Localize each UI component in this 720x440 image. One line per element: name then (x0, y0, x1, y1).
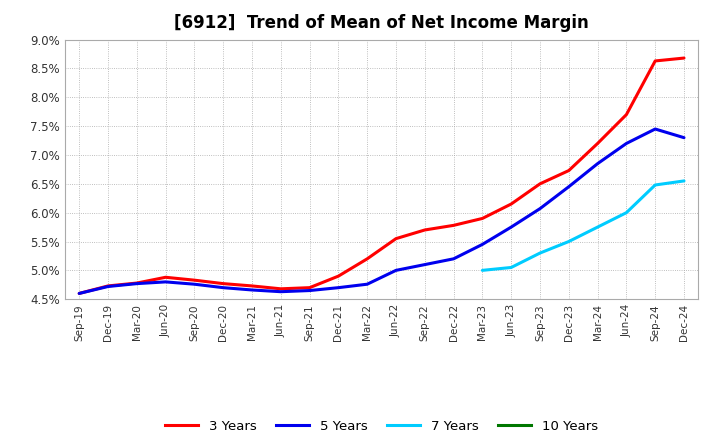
5 Years (363, 282, 372, 287)
5 Years (219, 285, 228, 290)
5 Years (305, 288, 314, 293)
7 Years (622, 210, 631, 215)
3 Years (593, 141, 602, 146)
5 Years (276, 289, 285, 294)
3 Years (507, 202, 516, 207)
3 Years (363, 256, 372, 261)
5 Years (478, 242, 487, 247)
7 Years (593, 224, 602, 230)
5 Years (622, 141, 631, 146)
Line: 5 Years: 5 Years (79, 129, 684, 293)
7 Years (507, 265, 516, 270)
Line: 3 Years: 3 Years (79, 58, 684, 293)
7 Years (478, 268, 487, 273)
5 Years (248, 287, 256, 293)
3 Years (536, 181, 544, 187)
3 Years (104, 283, 112, 289)
3 Years (449, 223, 458, 228)
3 Years (276, 286, 285, 291)
5 Years (507, 224, 516, 230)
3 Years (219, 281, 228, 286)
3 Years (564, 168, 573, 173)
5 Years (75, 291, 84, 296)
7 Years (651, 182, 660, 187)
3 Years (478, 216, 487, 221)
3 Years (161, 275, 170, 280)
3 Years (248, 283, 256, 289)
Legend: 3 Years, 5 Years, 7 Years, 10 Years: 3 Years, 5 Years, 7 Years, 10 Years (160, 415, 603, 438)
5 Years (132, 281, 141, 286)
3 Years (190, 278, 199, 283)
3 Years (651, 59, 660, 64)
5 Years (392, 268, 400, 273)
5 Years (593, 161, 602, 166)
3 Years (305, 285, 314, 290)
5 Years (564, 184, 573, 189)
3 Years (392, 236, 400, 241)
5 Years (420, 262, 429, 267)
5 Years (161, 279, 170, 285)
3 Years (334, 274, 343, 279)
5 Years (449, 256, 458, 261)
5 Years (190, 282, 199, 287)
3 Years (132, 280, 141, 286)
7 Years (680, 178, 688, 183)
5 Years (651, 126, 660, 132)
5 Years (334, 285, 343, 290)
3 Years (622, 112, 631, 117)
7 Years (564, 239, 573, 244)
Line: 7 Years: 7 Years (482, 181, 684, 270)
5 Years (680, 135, 688, 140)
7 Years (536, 250, 544, 256)
5 Years (536, 206, 544, 211)
3 Years (75, 291, 84, 296)
3 Years (680, 55, 688, 61)
3 Years (420, 227, 429, 233)
5 Years (104, 284, 112, 289)
Title: [6912]  Trend of Mean of Net Income Margin: [6912] Trend of Mean of Net Income Margi… (174, 15, 589, 33)
